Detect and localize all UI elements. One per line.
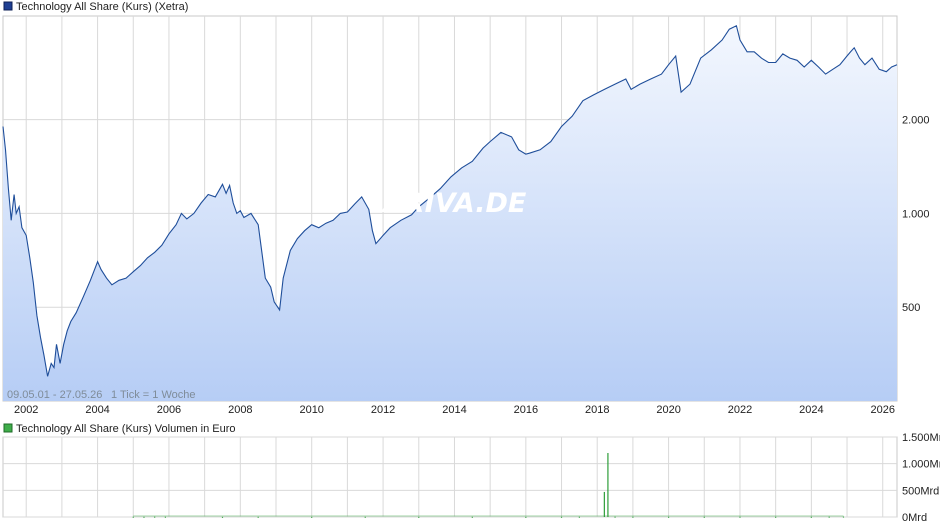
volume-bar: [607, 453, 609, 517]
date-range-label: 09.05.01 - 27.05.26: [7, 389, 102, 401]
volume-bar: [632, 516, 634, 518]
volume-bar: [828, 516, 830, 518]
x-tick-label: 2026: [870, 404, 894, 416]
y-tick-label: 500: [902, 302, 920, 314]
y-tick-label: 1.000: [902, 208, 930, 220]
volume-y-tick-label: 1.000Mrd: [902, 459, 940, 471]
volume-bar: [667, 516, 670, 518]
volume-legend-swatch: [3, 423, 13, 433]
x-tick-label: 2022: [728, 404, 752, 416]
price-y-axis: 500 1.000 2.000: [902, 115, 930, 315]
volume-bar: [471, 516, 473, 518]
volume-bar: [154, 516, 156, 518]
x-tick-label: 2016: [514, 404, 538, 416]
volume-bar: [775, 516, 777, 518]
tick-interval-label: 1 Tick = 1 Woche: [111, 389, 195, 401]
volume-bar: [703, 516, 705, 518]
volume-y-tick-label: 500Mrd: [902, 485, 939, 497]
volume-y-tick-label: 0Mrd: [902, 512, 927, 524]
y-tick-label: 2.000: [902, 115, 930, 127]
x-tick-label: 2010: [299, 404, 323, 416]
x-tick-label: 2002: [14, 404, 38, 416]
volume-y-axis: 0Mrd 500Mrd 1.000Mrd 1.500Mrd: [902, 432, 940, 524]
ariva-watermark: ARIVA.DE: [381, 188, 527, 219]
price-area-fill: [3, 25, 897, 402]
volume-bar: [311, 516, 313, 518]
volume-bar: [525, 516, 527, 518]
price-line: [2, 25, 898, 377]
price-legend-swatch: [3, 1, 13, 11]
volume-plot-area: [2, 436, 898, 518]
volume-bar: [143, 516, 145, 518]
volume-bar: [560, 516, 563, 518]
x-tick-label: 2014: [442, 404, 466, 416]
volume-gridlines: [3, 436, 897, 518]
volume-legend-label: Technology All Share (Kurs) Volumen in E…: [16, 423, 236, 435]
x-tick-label: 2020: [656, 404, 680, 416]
x-tick-label: 2008: [228, 404, 252, 416]
volume-bar: [418, 516, 420, 518]
x-tick-label: 2018: [585, 404, 609, 416]
volume-bar: [810, 516, 812, 518]
volume-bar: [132, 516, 134, 518]
volume-bar: [603, 491, 605, 517]
x-tick-label: 2012: [371, 404, 395, 416]
volume-bar: [842, 516, 845, 518]
x-tick-label: 2004: [85, 404, 109, 416]
volume-y-tick-label: 1.500Mrd: [902, 432, 940, 444]
price-legend-label: Technology All Share (Kurs) (Xetra): [16, 1, 188, 13]
volume-bar: [578, 516, 580, 518]
volume-bar: [614, 516, 616, 518]
x-tick-label: 2006: [157, 404, 181, 416]
volume-bar: [364, 516, 366, 518]
volume-bar: [221, 516, 224, 518]
volume-bar: [257, 516, 259, 518]
volume-bar: [164, 516, 166, 518]
volume-bar: [739, 516, 741, 518]
x-tick-label: 2024: [799, 404, 823, 416]
volume-bars: [132, 453, 845, 518]
price-x-axis: 2002 2004 2006 2008 2010 2012 2014 2016 2018 2020…: [14, 404, 895, 416]
